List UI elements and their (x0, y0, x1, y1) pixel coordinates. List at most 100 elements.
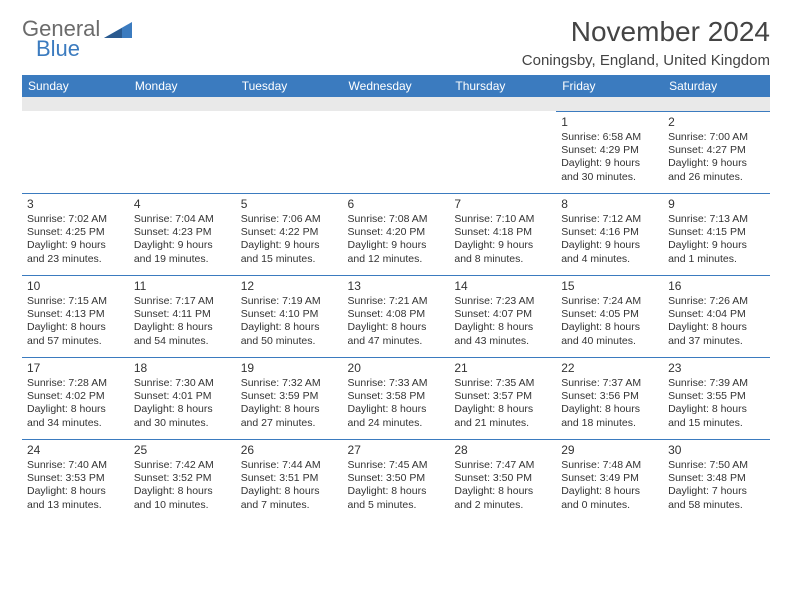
day-number: 19 (241, 361, 338, 375)
day-number: 11 (134, 279, 231, 293)
day-number: 13 (348, 279, 445, 293)
day-info: Sunrise: 7:44 AMSunset: 3:51 PMDaylight:… (241, 459, 338, 513)
day-header: Thursday (449, 75, 556, 97)
day-info: Sunrise: 7:13 AMSunset: 4:15 PMDaylight:… (668, 213, 765, 267)
calendar-day-cell: 20 Sunrise: 7:33 AMSunset: 3:58 PMDayligh… (343, 357, 450, 439)
day-info: Sunrise: 7:30 AMSunset: 4:01 PMDaylight:… (134, 377, 231, 431)
day-header: Monday (129, 75, 236, 97)
day-info: Sunrise: 7:00 AMSunset: 4:27 PMDaylight:… (668, 131, 765, 185)
day-header-row: SundayMondayTuesdayWednesdayThursdayFrid… (22, 75, 770, 97)
day-number: 18 (134, 361, 231, 375)
month-title: November 2024 (522, 16, 770, 48)
day-number: 23 (668, 361, 765, 375)
day-number: 5 (241, 197, 338, 211)
calendar-day-cell: 11 Sunrise: 7:17 AMSunset: 4:11 PMDayligh… (129, 275, 236, 357)
calendar-day-cell: 13 Sunrise: 7:21 AMSunset: 4:08 PMDayligh… (343, 275, 450, 357)
day-info: Sunrise: 7:15 AMSunset: 4:13 PMDaylight:… (27, 295, 124, 349)
calendar-day-cell: 2 Sunrise: 7:00 AMSunset: 4:27 PMDaylight… (663, 111, 770, 193)
day-number: 2 (668, 115, 765, 129)
day-info: Sunrise: 6:58 AMSunset: 4:29 PMDaylight:… (561, 131, 658, 185)
day-number: 17 (27, 361, 124, 375)
day-number: 29 (561, 443, 658, 457)
calendar-day-cell: 23Sunrise: 7:39 AMSunset: 3:55 PMDayligh… (663, 357, 770, 439)
calendar-day-cell: 9 Sunrise: 7:13 AMSunset: 4:15 PMDaylight… (663, 193, 770, 275)
calendar-empty-cell (236, 111, 343, 193)
calendar-empty-cell (343, 111, 450, 193)
calendar-day-cell: 24 Sunrise: 7:40 AMSunset: 3:53 PMDayligh… (22, 439, 129, 521)
day-header: Friday (556, 75, 663, 97)
day-number: 27 (348, 443, 445, 457)
calendar-day-cell: 5 Sunrise: 7:06 AMSunset: 4:22 PMDaylight… (236, 193, 343, 275)
calendar-day-cell: 17 Sunrise: 7:28 AMSunset: 4:02 PMDayligh… (22, 357, 129, 439)
calendar-empty-cell (449, 111, 556, 193)
day-number: 4 (134, 197, 231, 211)
day-info: Sunrise: 7:50 AMSunset: 3:48 PMDaylight:… (668, 459, 765, 513)
calendar-day-cell: 3 Sunrise: 7:02 AMSunset: 4:25 PMDaylight… (22, 193, 129, 275)
calendar-empty-cell (22, 111, 129, 193)
day-info: Sunrise: 7:12 AMSunset: 4:16 PMDaylight:… (561, 213, 658, 267)
day-number: 14 (454, 279, 551, 293)
day-number: 24 (27, 443, 124, 457)
day-number: 25 (134, 443, 231, 457)
calendar-day-cell: 1 Sunrise: 6:58 AMSunset: 4:29 PMDaylight… (556, 111, 663, 193)
day-info: Sunrise: 7:33 AMSunset: 3:58 PMDaylight:… (348, 377, 445, 431)
calendar-day-cell: 10 Sunrise: 7:15 AMSunset: 4:13 PMDayligh… (22, 275, 129, 357)
day-number: 26 (241, 443, 338, 457)
calendar-empty-cell (129, 111, 236, 193)
logo-text-blue: Blue (36, 36, 80, 62)
day-number: 12 (241, 279, 338, 293)
logo: General Blue (22, 16, 152, 62)
day-number: 7 (454, 197, 551, 211)
day-number: 8 (561, 197, 658, 211)
day-number: 28 (454, 443, 551, 457)
location: Coningsby, England, United Kingdom (522, 52, 770, 69)
calendar-day-cell: 30Sunrise: 7:50 AMSunset: 3:48 PMDayligh… (663, 439, 770, 521)
spacer-row (22, 97, 770, 111)
day-info: Sunrise: 7:45 AMSunset: 3:50 PMDaylight:… (348, 459, 445, 513)
calendar-table: SundayMondayTuesdayWednesdayThursdayFrid… (22, 75, 770, 521)
day-info: Sunrise: 7:28 AMSunset: 4:02 PMDaylight:… (27, 377, 124, 431)
calendar-day-cell: 14Sunrise: 7:23 AMSunset: 4:07 PMDayligh… (449, 275, 556, 357)
day-info: Sunrise: 7:47 AMSunset: 3:50 PMDaylight:… (454, 459, 551, 513)
day-number: 16 (668, 279, 765, 293)
day-number: 3 (27, 197, 124, 211)
header: General Blue November 2024 Coningsby, En… (22, 16, 770, 69)
day-info: Sunrise: 7:04 AMSunset: 4:23 PMDaylight:… (134, 213, 231, 267)
day-info: Sunrise: 7:26 AMSunset: 4:04 PMDaylight:… (668, 295, 765, 349)
day-info: Sunrise: 7:06 AMSunset: 4:22 PMDaylight:… (241, 213, 338, 267)
day-number: 9 (668, 197, 765, 211)
calendar-day-cell: 29 Sunrise: 7:48 AMSunset: 3:49 PMDayligh… (556, 439, 663, 521)
logo-triangle-icon (104, 22, 132, 38)
day-info: Sunrise: 7:10 AMSunset: 4:18 PMDaylight:… (454, 213, 551, 267)
day-number: 6 (348, 197, 445, 211)
calendar-day-cell: 4 Sunrise: 7:04 AMSunset: 4:23 PMDaylight… (129, 193, 236, 275)
day-header: Saturday (663, 75, 770, 97)
calendar-day-cell: 18 Sunrise: 7:30 AMSunset: 4:01 PMDayligh… (129, 357, 236, 439)
calendar-day-cell: 25Sunrise: 7:42 AMSunset: 3:52 PMDayligh… (129, 439, 236, 521)
day-number: 1 (561, 115, 658, 129)
calendar-day-cell: 22 Sunrise: 7:37 AMSunset: 3:56 PMDayligh… (556, 357, 663, 439)
calendar-day-cell: 16 Sunrise: 7:26 AMSunset: 4:04 PMDayligh… (663, 275, 770, 357)
calendar-day-cell: 19 Sunrise: 7:32 AMSunset: 3:59 PMDayligh… (236, 357, 343, 439)
day-header: Wednesday (343, 75, 450, 97)
calendar-week: 3 Sunrise: 7:02 AMSunset: 4:25 PMDaylight… (22, 193, 770, 275)
day-info: Sunrise: 7:48 AMSunset: 3:49 PMDaylight:… (561, 459, 658, 513)
day-info: Sunrise: 7:40 AMSunset: 3:53 PMDaylight:… (27, 459, 124, 513)
calendar-day-cell: 15Sunrise: 7:24 AMSunset: 4:05 PMDayligh… (556, 275, 663, 357)
day-info: Sunrise: 7:32 AMSunset: 3:59 PMDaylight:… (241, 377, 338, 431)
day-header: Sunday (22, 75, 129, 97)
day-number: 20 (348, 361, 445, 375)
day-info: Sunrise: 7:08 AMSunset: 4:20 PMDaylight:… (348, 213, 445, 267)
day-number: 10 (27, 279, 124, 293)
day-number: 21 (454, 361, 551, 375)
calendar-day-cell: 21Sunrise: 7:35 AMSunset: 3:57 PMDayligh… (449, 357, 556, 439)
calendar-week: 24 Sunrise: 7:40 AMSunset: 3:53 PMDayligh… (22, 439, 770, 521)
title-block: November 2024 Coningsby, England, United… (522, 16, 770, 69)
day-info: Sunrise: 7:24 AMSunset: 4:05 PMDaylight:… (561, 295, 658, 349)
day-info: Sunrise: 7:02 AMSunset: 4:25 PMDaylight:… (27, 213, 124, 267)
day-info: Sunrise: 7:17 AMSunset: 4:11 PMDaylight:… (134, 295, 231, 349)
day-info: Sunrise: 7:21 AMSunset: 4:08 PMDaylight:… (348, 295, 445, 349)
day-header: Tuesday (236, 75, 343, 97)
day-number: 22 (561, 361, 658, 375)
day-info: Sunrise: 7:37 AMSunset: 3:56 PMDaylight:… (561, 377, 658, 431)
